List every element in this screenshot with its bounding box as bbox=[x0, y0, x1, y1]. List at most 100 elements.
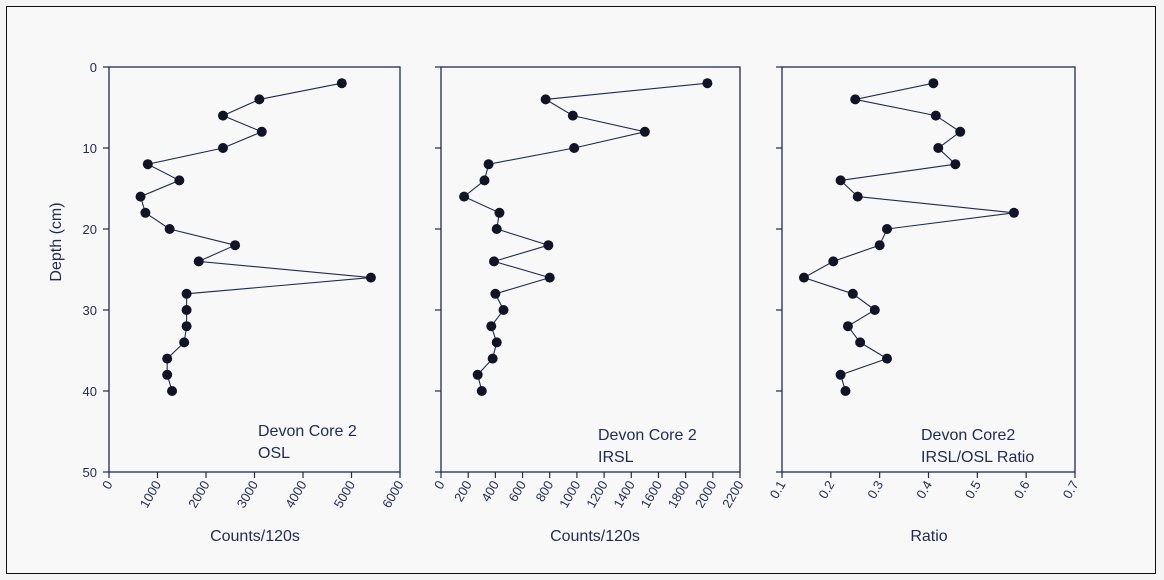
x-tick-label: 200 bbox=[451, 478, 475, 504]
data-point bbox=[164, 224, 175, 234]
x-tick-label: 0 bbox=[431, 478, 448, 492]
y-tick-label: 50 bbox=[83, 465, 97, 480]
data-point bbox=[174, 175, 185, 186]
data-point bbox=[498, 305, 509, 315]
data-point bbox=[179, 337, 190, 348]
data-point bbox=[491, 224, 502, 234]
x-tick-label: 0.6 bbox=[1011, 478, 1033, 501]
panel-annotation: IRSL bbox=[598, 449, 634, 466]
data-point bbox=[928, 78, 939, 89]
data-point bbox=[365, 272, 376, 283]
data-point bbox=[483, 159, 494, 170]
data-point bbox=[494, 207, 505, 218]
x-tick-label: 2200 bbox=[719, 478, 746, 511]
data-point bbox=[881, 353, 892, 364]
x-tick-label: 1200 bbox=[583, 478, 610, 511]
data-point bbox=[489, 256, 500, 267]
data-point bbox=[544, 272, 555, 283]
panel-annotation: OSL bbox=[258, 445, 290, 462]
data-point bbox=[162, 369, 173, 380]
data-point bbox=[798, 272, 809, 283]
data-point bbox=[828, 256, 839, 267]
panel-2: 0 200 400 600 800 1000 1200 1400 1600 1800 2000 220… bbox=[431, 66, 747, 545]
y-tick-label: 40 bbox=[83, 384, 97, 399]
x-tick-label: 5000 bbox=[331, 478, 358, 511]
data-point bbox=[217, 110, 228, 121]
x-tick-label: 1400 bbox=[610, 478, 637, 511]
x-tick-label: 0.1 bbox=[767, 478, 789, 501]
data-point bbox=[193, 256, 204, 267]
data-point bbox=[850, 94, 861, 105]
x-tick-label: 600 bbox=[505, 478, 529, 504]
data-point bbox=[162, 353, 173, 364]
y-tick-label: 0 bbox=[90, 60, 97, 75]
data-point bbox=[567, 110, 578, 121]
data-point bbox=[230, 240, 241, 251]
x-tick-label: 1800 bbox=[665, 478, 692, 511]
data-point bbox=[181, 288, 192, 299]
x-tick-label: 0.5 bbox=[962, 478, 984, 501]
data-point bbox=[835, 175, 846, 186]
data-point bbox=[702, 78, 713, 89]
panel-annotation: Devon Core2 bbox=[921, 427, 1015, 444]
panel-annotation: Devon Core 2 bbox=[258, 423, 357, 440]
data-point bbox=[254, 94, 265, 105]
x-axis-title: Counts/120s bbox=[550, 528, 640, 545]
data-point bbox=[1008, 207, 1019, 218]
data-point bbox=[955, 126, 966, 137]
x-tick-label: 6000 bbox=[379, 478, 406, 511]
y-tick-label: 30 bbox=[83, 303, 97, 318]
data-point bbox=[135, 191, 146, 202]
x-tick-label: 2000 bbox=[692, 478, 719, 511]
y-tick-label: 10 bbox=[83, 141, 97, 156]
data-point bbox=[336, 78, 347, 89]
data-point bbox=[840, 386, 851, 396]
data-point bbox=[472, 369, 483, 380]
data-point bbox=[543, 240, 554, 251]
data-point bbox=[487, 353, 498, 364]
data-point bbox=[256, 126, 267, 137]
data-point bbox=[486, 321, 497, 332]
data-point bbox=[852, 191, 863, 202]
data-point bbox=[569, 143, 580, 153]
data-point bbox=[930, 110, 941, 121]
data-point bbox=[459, 191, 470, 202]
x-tick-label: 0.2 bbox=[815, 478, 837, 501]
data-point bbox=[933, 143, 944, 153]
x-tick-label: 2000 bbox=[185, 478, 212, 511]
data-point bbox=[167, 386, 178, 396]
data-point bbox=[181, 321, 192, 332]
data-point bbox=[950, 159, 961, 170]
data-point bbox=[142, 159, 153, 170]
x-tick-label: 0.3 bbox=[864, 478, 886, 501]
x-tick-label: 1600 bbox=[638, 478, 665, 511]
data-point bbox=[490, 288, 501, 299]
x-axis-title: Counts/120s bbox=[210, 528, 300, 545]
y-axis-title: Depth (cm) bbox=[48, 202, 65, 281]
data-point bbox=[869, 305, 880, 315]
x-tick-label: 800 bbox=[532, 478, 556, 504]
x-tick-label: 1000 bbox=[556, 478, 583, 511]
x-tick-label: 0.4 bbox=[913, 478, 935, 501]
data-point bbox=[491, 337, 502, 348]
x-tick-label: 0 bbox=[99, 478, 116, 492]
x-tick-label: 1000 bbox=[137, 478, 164, 511]
x-tick-label: 0.7 bbox=[1060, 478, 1082, 501]
x-tick-label: 4000 bbox=[282, 478, 309, 511]
plot-frame bbox=[440, 66, 741, 473]
data-point bbox=[639, 126, 650, 137]
data-point bbox=[217, 143, 228, 153]
panel-annotation: IRSL/OSL Ratio bbox=[921, 449, 1034, 466]
data-point bbox=[881, 224, 892, 234]
x-tick-label: 3000 bbox=[234, 478, 261, 511]
plot-frame bbox=[108, 66, 401, 473]
data-point bbox=[855, 337, 866, 348]
data-point bbox=[847, 288, 858, 299]
y-tick-label: 20 bbox=[83, 222, 97, 237]
data-point bbox=[140, 207, 151, 218]
data-point bbox=[476, 386, 487, 396]
data-point bbox=[835, 369, 846, 380]
data-point bbox=[181, 305, 192, 315]
